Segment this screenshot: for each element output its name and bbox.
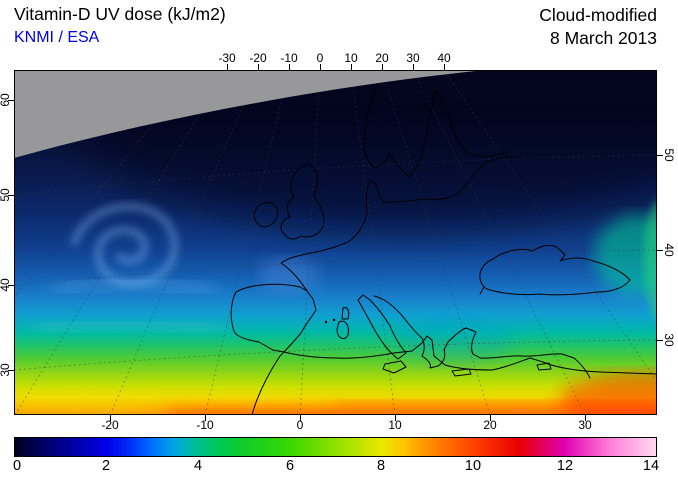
axis-tick [320,64,321,70]
coastlines-layer [230,77,657,415]
colorbar-label: 2 [101,458,111,474]
uv-dose-map [14,70,657,415]
axis-tick [490,415,491,421]
axis-tick [300,415,301,421]
figure-subtitle: Cloud-modified 8 March 2013 [539,4,657,50]
top-axis-label: -10 [280,51,298,65]
axis-tick [351,64,352,70]
axis-tick [8,195,14,196]
axis-tick [289,64,290,70]
colorbar-label: 14 [642,458,660,474]
map-frame [14,70,657,415]
axis-tick [205,415,206,421]
right-axis-label: 40 [662,243,676,257]
axis-tick [8,285,14,286]
axis-tick [110,415,111,421]
right-axis-label: 50 [662,148,676,162]
top-axis-label: 40 [437,51,451,65]
top-axis-label: 20 [375,51,389,65]
cloud-texture-layer [14,70,657,415]
colorbar-label: 0 [12,458,22,474]
subtitle-line1: Cloud-modified [539,5,657,25]
right-axis-label: 30 [662,333,676,347]
bottom-axis-label: -10 [196,418,214,432]
axis-tick [413,64,414,70]
axis-tick [382,64,383,70]
axis-tick [657,340,663,341]
colorbar-label: 10 [464,458,482,474]
axis-tick [258,64,259,70]
colorbar-label: 4 [193,458,203,474]
axis-tick [657,250,663,251]
axis-tick [657,155,663,156]
axis-tick [585,415,586,421]
graticule-layer [14,70,657,415]
bottom-axis-label: -20 [101,418,119,432]
colorbar-label: 8 [376,458,386,474]
axis-tick [395,415,396,421]
bottom-axis-label: 20 [483,418,497,432]
nodata-region [14,70,486,158]
axis-tick [444,64,445,70]
subtitle-line2: 8 March 2013 [549,28,657,48]
top-axis-label: -30 [218,51,236,65]
uv-map-canvas [14,70,657,415]
top-axis-label: -20 [249,51,267,65]
axis-tick [227,64,228,70]
colorbar-label: 12 [556,458,574,474]
bottom-axis-label: 0 [296,418,304,432]
page-title: Vitamin-D UV dose (kJ/m2) [14,4,226,24]
bottom-axis-label: 10 [388,418,402,432]
colorbar-gradient [14,437,657,457]
top-axis-label: 10 [344,51,358,65]
top-axis-label: 30 [406,51,420,65]
top-axis-label: 0 [316,51,324,65]
credit-text: KNMI / ESA [14,29,100,46]
axis-tick [8,100,14,101]
colorbar-label: 6 [285,458,295,474]
axis-tick [8,370,14,371]
bottom-axis-label: 30 [578,418,592,432]
